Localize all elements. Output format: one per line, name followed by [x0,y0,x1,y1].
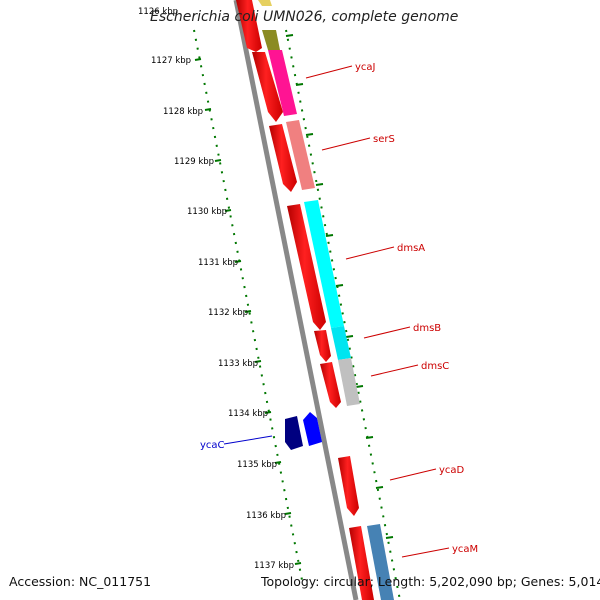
cds-feature[interactable] [252,52,283,122]
ruler-major-ticks [194,58,302,565]
gene-label-ycaJ[interactable]: ycaJ [355,62,376,73]
cds-feature[interactable] [269,124,297,192]
accession-text: Accession: NC_011751 [9,574,152,589]
gene-block-serS[interactable] [286,120,315,190]
gene-label-ycaC[interactable]: ycaC [200,440,225,451]
gene-ycaC[interactable] [285,412,322,450]
genome-backbone [233,0,359,600]
gene-label-ycaD[interactable]: ycaD [439,465,465,476]
gene-block-dmsC[interactable] [338,358,360,406]
cds-feature[interactable] [236,0,262,52]
cds-feature[interactable] [338,456,359,516]
cds-track [236,0,374,600]
strain-name: UMN026, complete genome [262,9,459,25]
gene-label-dmsA[interactable]: dmsA [397,243,425,254]
ruler-label: 1126 kbp [138,7,178,17]
major-ticks [285,34,394,539]
ruler-label: 1135 kbp [237,460,277,470]
cds-feature[interactable] [314,330,331,362]
cds-feature[interactable] [320,362,341,408]
genome-summary: Topology: circular; Length: 5,202,090 bp… [261,574,600,589]
outer-tick-line [285,29,401,600]
ruler-label: 1127 kbp [151,56,191,66]
organism-name: Escherichia coli [150,9,259,25]
ruler-label: 1133 kbp [218,359,258,369]
ruler-label: 1128 kbp [163,107,203,117]
gene-label-serS[interactable]: serS [373,134,395,145]
ruler-label: 1136 kbp [246,511,286,521]
gene-track [258,0,394,600]
ruler-label: 1132 kbp [208,308,248,318]
ruler-label: 1130 kbp [187,207,227,217]
gene-block[interactable] [258,0,272,6]
gene-label-dmsB[interactable]: dmsB [413,323,441,334]
gene-block-ycaM[interactable] [367,524,394,600]
gene-block-dmsA[interactable] [304,200,344,328]
label-leaders [223,65,450,558]
map-title: Escherichia coli UMN026, complete genome [150,9,458,25]
ruler-label: 1131 kbp [198,258,238,268]
gene-label-ycaM[interactable]: ycaM [452,544,478,555]
ruler-label: 1137 kbp [254,561,294,571]
gene-label-dmsC[interactable]: dmsC [421,361,449,372]
gene-block-ycaJ[interactable] [268,50,297,116]
cds-feature[interactable] [349,526,374,600]
cds-feature[interactable] [287,204,326,330]
ruler-label: 1129 kbp [174,157,214,167]
ruler-label: 1134 kbp [228,409,268,419]
gene-block[interactable] [262,30,280,50]
ruler-line [193,29,303,581]
gene-block-dmsB[interactable] [331,326,351,360]
